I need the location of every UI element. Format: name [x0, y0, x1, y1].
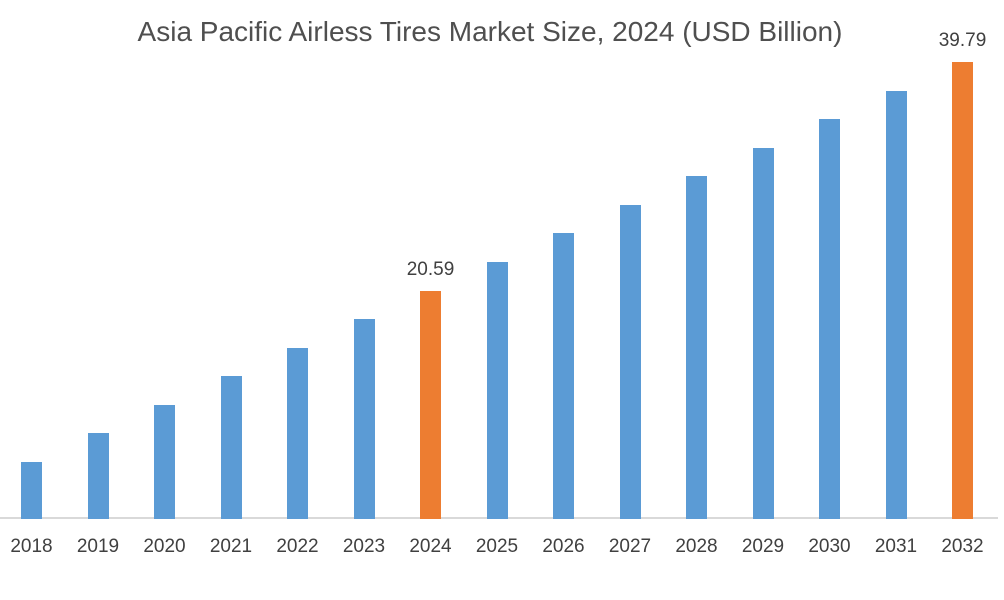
- bar-2026: [553, 233, 574, 519]
- bar-2029: [752, 148, 774, 519]
- bar-2031: [885, 91, 907, 519]
- bar-2018: [21, 462, 42, 519]
- bar-2020: [154, 405, 175, 519]
- chart-title: Asia Pacific Airless Tires Market Size, …: [137, 16, 843, 47]
- bar-2032: [952, 62, 973, 519]
- x-tick-2026: 2026: [542, 536, 585, 557]
- x-tick-2022: 2022: [276, 536, 319, 557]
- bar-label-2024: 20.59: [406, 259, 455, 280]
- bar-2019: [87, 433, 109, 519]
- bar-2021: [220, 376, 242, 519]
- x-tick-2032: 2032: [941, 536, 984, 557]
- bar-2022: [287, 348, 308, 519]
- bar-2025: [486, 262, 508, 519]
- x-tick-2027: 2027: [608, 536, 652, 557]
- x-tick-2030: 2030: [808, 536, 851, 557]
- x-tick-2020: 2020: [143, 536, 186, 557]
- x-tick-2021: 2021: [209, 536, 253, 557]
- bar-label-2032: 39.79: [938, 30, 987, 51]
- x-tick-2023: 2023: [342, 536, 386, 557]
- x-tick-2024: 2024: [409, 536, 452, 557]
- x-tick-2025: 2025: [475, 536, 519, 557]
- x-tick-2029: 2029: [741, 536, 785, 557]
- bar-2030: [819, 119, 840, 519]
- x-tick-2018: 2018: [10, 536, 53, 557]
- bar-2028: [686, 176, 707, 519]
- x-tick-2031: 2031: [874, 536, 918, 557]
- x-tick-2028: 2028: [675, 536, 718, 557]
- bar-2027: [619, 205, 641, 519]
- bar-2023: [353, 319, 375, 519]
- x-tick-2019: 2019: [76, 536, 120, 557]
- bar-2024: [420, 291, 441, 519]
